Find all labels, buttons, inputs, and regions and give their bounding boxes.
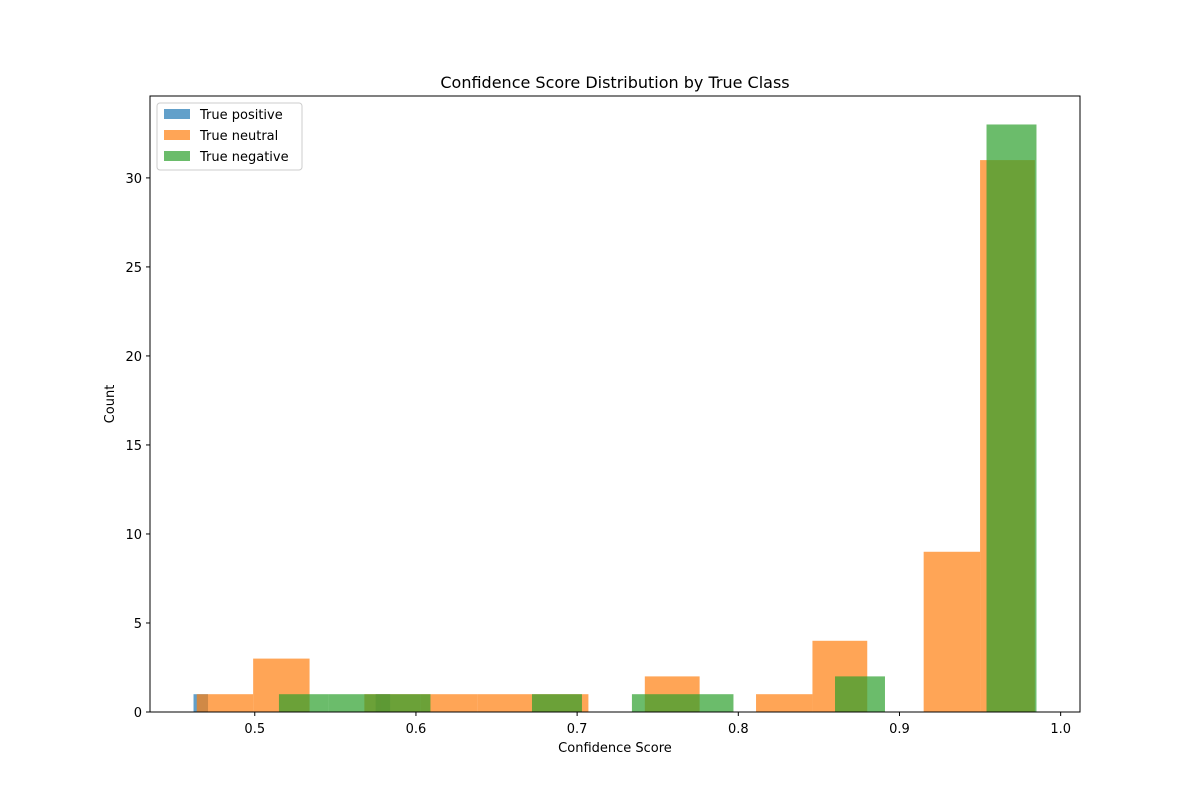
legend-label: True neutral [199,129,278,144]
y-axis-label: Count [103,385,118,424]
chart-title: Confidence Score Distribution by True Cl… [440,73,789,92]
histogram-bar-true-negative-7 [631,694,684,712]
x-tick-label: 0.5 [244,722,265,737]
bars-layer [193,124,1037,713]
histogram-bar-true-neutral-13 [923,551,981,712]
histogram-bar-true-negative-14 [986,124,1037,713]
legend: True positive True neutral True negative [156,102,303,171]
histogram-bar-true-negative-2 [380,694,431,712]
x-tick-label: 0.9 [889,722,910,737]
legend-label: True positive [199,108,283,123]
y-tick-label: 15 [125,439,142,454]
histogram-bar-true-neutral-10 [756,694,813,712]
x-tick-label: 0.7 [567,722,588,737]
histogram-bar-true-negative-5 [531,694,582,712]
legend-swatch-true-positive [164,109,190,119]
y-tick-label: 10 [125,528,142,543]
legend-swatch-true-negative [164,151,190,161]
x-tick-label: 0.6 [406,722,427,737]
histogram-bar-true-negative-1 [328,694,381,712]
y-tick-label: 25 [125,261,142,276]
plot-area-frame [149,95,1081,713]
legend-box [156,102,303,171]
y-tick-label: 5 [134,617,142,632]
x-axis-ticks: 0.5 0.6 0.7 0.8 0.9 1.0 [244,712,1071,737]
x-axis-label: Confidence Score [558,741,672,756]
y-tick-label: 0 [134,706,142,721]
y-axis-ticks: 0 5 10 15 20 25 30 [125,172,150,721]
y-tick-label: 30 [125,172,142,187]
x-tick-label: 0.8 [728,722,749,737]
x-tick-label: 1.0 [1050,722,1071,737]
histogram-bar-true-negative-0 [278,694,329,712]
legend-swatch-true-neutral [164,130,190,140]
y-tick-label: 20 [125,350,142,365]
histogram-bar-true-negative-8 [683,694,734,712]
legend-label: True negative [199,150,289,165]
histogram-bar-true-neutral-4 [420,694,478,712]
histogram-bar-true-negative-11 [835,676,885,712]
histogram-bar-true-neutral-5 [477,694,534,712]
histogram-bar-true-neutral-0 [196,694,254,712]
